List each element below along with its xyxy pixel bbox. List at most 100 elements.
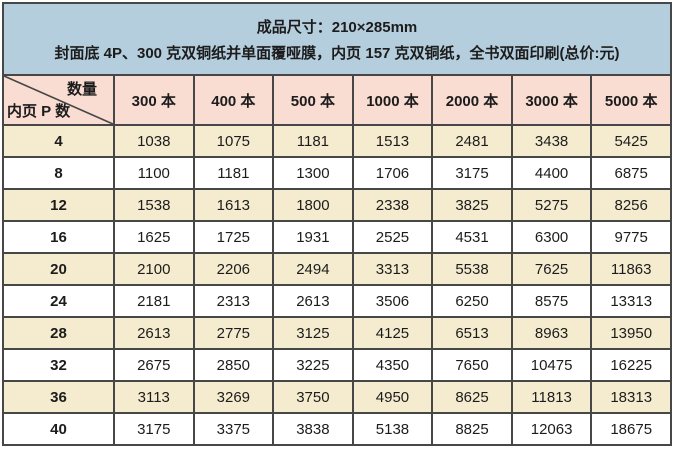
row-header-p: 40 bbox=[2, 412, 115, 446]
table-row: 28 2613 2775 3125 4125 6513 8963 13950 bbox=[2, 316, 672, 350]
price-cell: 7625 bbox=[510, 252, 593, 286]
col-header-5000: 5000 本 bbox=[590, 74, 672, 126]
price-cell: 2613 bbox=[272, 284, 354, 318]
price-cell: 1513 bbox=[351, 124, 434, 158]
col-header-300: 300 本 bbox=[113, 74, 195, 126]
price-cell: 13950 bbox=[590, 316, 672, 350]
table-row: 24 2181 2313 2613 3506 6250 8575 13313 bbox=[2, 284, 672, 318]
price-cell: 2181 bbox=[113, 284, 195, 318]
row-header-p: 20 bbox=[2, 252, 115, 286]
price-cell: 16225 bbox=[590, 348, 672, 382]
col-header-500: 500 本 bbox=[272, 74, 354, 126]
price-cell: 1300 bbox=[272, 156, 354, 190]
price-cell: 2850 bbox=[192, 348, 275, 382]
price-cell: 1100 bbox=[113, 156, 195, 190]
col-header-400: 400 本 bbox=[192, 74, 275, 126]
table-row: 40 3175 3375 3838 5138 8825 12063 18675 bbox=[2, 412, 672, 446]
price-cell: 3113 bbox=[113, 380, 195, 414]
price-cell: 3175 bbox=[113, 412, 195, 446]
price-cell: 2675 bbox=[113, 348, 195, 382]
col-header-2000: 2000 本 bbox=[431, 74, 513, 126]
price-cell: 3506 bbox=[351, 284, 434, 318]
price-cell: 1075 bbox=[192, 124, 275, 158]
price-cell: 3438 bbox=[510, 124, 593, 158]
column-header-row: 数量 内页 P 数 300 本 400 本 500 本 1000 本 2000 … bbox=[2, 74, 672, 126]
price-cell: 3375 bbox=[192, 412, 275, 446]
table-row: 32 2675 2850 3225 4350 7650 10475 16225 bbox=[2, 348, 672, 382]
paper-spec-subtitle: 封面底 4P、300 克双铜纸并单面覆哑膜，内页 157 克双铜纸，全书双面印刷… bbox=[54, 44, 620, 62]
price-cell: 2525 bbox=[351, 220, 434, 254]
price-cell: 11813 bbox=[510, 380, 593, 414]
table-row: 20 2100 2206 2494 3313 5538 7625 11863 bbox=[2, 252, 672, 286]
price-cell: 5425 bbox=[590, 124, 672, 158]
price-cell: 2481 bbox=[431, 124, 513, 158]
price-cell: 4950 bbox=[351, 380, 434, 414]
table-body: 4 1038 1075 1181 1513 2481 3438 5425 8 1100 1181 13… bbox=[2, 124, 672, 446]
price-cell: 2775 bbox=[192, 316, 275, 350]
price-cell: 11863 bbox=[590, 252, 672, 286]
price-cell: 4350 bbox=[351, 348, 434, 382]
finished-size-title: 成品尺寸：210×285mm bbox=[256, 18, 418, 36]
price-cell: 1181 bbox=[272, 124, 354, 158]
table-row: 36 3113 3269 3750 4950 8625 11813 18313 bbox=[2, 380, 672, 414]
table-row: 16 1625 1725 1931 2525 4531 6300 9775 bbox=[2, 220, 672, 254]
price-cell: 2338 bbox=[351, 188, 434, 222]
price-cell: 1181 bbox=[192, 156, 275, 190]
price-cell: 6250 bbox=[431, 284, 513, 318]
price-cell: 1800 bbox=[272, 188, 354, 222]
price-cell: 3125 bbox=[272, 316, 354, 350]
col-header-1000: 1000 本 bbox=[351, 74, 434, 126]
price-cell: 1706 bbox=[351, 156, 434, 190]
row-header-p: 12 bbox=[2, 188, 115, 222]
price-cell: 18675 bbox=[590, 412, 672, 446]
price-cell: 13313 bbox=[590, 284, 672, 318]
table-row: 8 1100 1181 1300 1706 3175 4400 6875 bbox=[2, 156, 672, 190]
row-header-p: 28 bbox=[2, 316, 115, 350]
price-cell: 3750 bbox=[272, 380, 354, 414]
price-cell: 8575 bbox=[510, 284, 593, 318]
table-title-block: 成品尺寸：210×285mm 封面底 4P、300 克双铜纸并单面覆哑膜，内页 … bbox=[2, 2, 672, 76]
price-cell: 3825 bbox=[431, 188, 513, 222]
price-cell: 4125 bbox=[351, 316, 434, 350]
price-cell: 5275 bbox=[510, 188, 593, 222]
price-cell: 2494 bbox=[272, 252, 354, 286]
row-header-p: 36 bbox=[2, 380, 115, 414]
price-cell: 9775 bbox=[590, 220, 672, 254]
price-cell: 6513 bbox=[431, 316, 513, 350]
price-cell: 18313 bbox=[590, 380, 672, 414]
price-cell: 3838 bbox=[272, 412, 354, 446]
price-cell: 8256 bbox=[590, 188, 672, 222]
row-header-p: 8 bbox=[2, 156, 115, 190]
price-cell: 5138 bbox=[351, 412, 434, 446]
row-header-p: 4 bbox=[2, 124, 115, 158]
price-cell: 8963 bbox=[510, 316, 593, 350]
inner-pages-label: 内页 P 数 bbox=[7, 103, 71, 120]
corner-cell: 数量 内页 P 数 bbox=[2, 74, 115, 126]
price-cell: 10475 bbox=[510, 348, 593, 382]
price-cell: 4400 bbox=[510, 156, 593, 190]
price-cell: 8625 bbox=[431, 380, 513, 414]
price-cell: 2613 bbox=[113, 316, 195, 350]
price-cell: 4531 bbox=[431, 220, 513, 254]
price-cell: 2100 bbox=[113, 252, 195, 286]
price-cell: 1931 bbox=[272, 220, 354, 254]
price-cell: 12063 bbox=[510, 412, 593, 446]
price-cell: 3175 bbox=[431, 156, 513, 190]
price-cell: 2206 bbox=[192, 252, 275, 286]
price-cell: 1538 bbox=[113, 188, 195, 222]
price-cell: 8825 bbox=[431, 412, 513, 446]
table-row: 4 1038 1075 1181 1513 2481 3438 5425 bbox=[2, 124, 672, 158]
price-cell: 1038 bbox=[113, 124, 195, 158]
price-cell: 6875 bbox=[590, 156, 672, 190]
price-cell: 3313 bbox=[351, 252, 434, 286]
table-row: 12 1538 1613 1800 2338 3825 5275 8256 bbox=[2, 188, 672, 222]
row-header-p: 16 bbox=[2, 220, 115, 254]
price-cell: 2313 bbox=[192, 284, 275, 318]
row-header-p: 24 bbox=[2, 284, 115, 318]
title-row: 成品尺寸：210×285mm 封面底 4P、300 克双铜纸并单面覆哑膜，内页 … bbox=[2, 2, 672, 76]
price-cell: 6300 bbox=[510, 220, 593, 254]
price-cell: 7650 bbox=[431, 348, 513, 382]
price-cell: 1725 bbox=[192, 220, 275, 254]
row-header-p: 32 bbox=[2, 348, 115, 382]
